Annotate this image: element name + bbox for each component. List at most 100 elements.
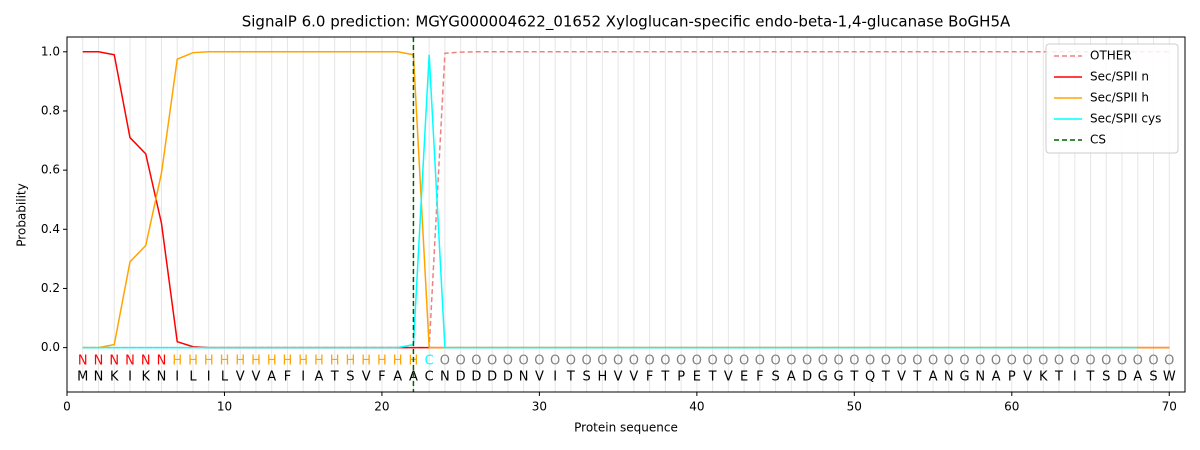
- region-label: O: [503, 354, 513, 369]
- residue: D: [456, 370, 466, 385]
- region-label: O: [959, 354, 969, 369]
- residue: T: [330, 370, 339, 385]
- residue: N: [157, 370, 167, 385]
- residue: V: [1023, 370, 1032, 385]
- residue: A: [992, 370, 1001, 385]
- residue: E: [693, 370, 701, 385]
- y-axis-label: Probability: [15, 183, 29, 246]
- residue: D: [1117, 370, 1127, 385]
- region-label: O: [471, 354, 481, 369]
- legend-label: Sec/SPII cys: [1090, 112, 1161, 126]
- x-tick-label: 60: [1004, 400, 1019, 414]
- residue: S: [583, 370, 591, 385]
- region-label: O: [1133, 354, 1143, 369]
- region-label: O: [629, 354, 639, 369]
- residue: G: [960, 370, 970, 385]
- region-label: O: [818, 354, 828, 369]
- region-label: O: [613, 354, 623, 369]
- region-label: O: [928, 354, 938, 369]
- region-label: O: [487, 354, 497, 369]
- residue: T: [1086, 370, 1095, 385]
- residue: T: [849, 370, 858, 385]
- region-label: O: [597, 354, 607, 369]
- legend-box: [1045, 43, 1179, 154]
- x-tick-label: 20: [374, 400, 389, 414]
- region-label: O: [645, 354, 655, 369]
- region-label: H: [330, 354, 340, 369]
- x-tick-label: 30: [532, 400, 547, 414]
- region-label: O: [912, 354, 922, 369]
- region-label: O: [519, 354, 529, 369]
- x-tick-label: 70: [1162, 400, 1177, 414]
- legend-label: Sec/SPII h: [1090, 91, 1149, 105]
- region-label: H: [393, 354, 403, 369]
- residue: T: [660, 370, 669, 385]
- region-label: O: [786, 354, 796, 369]
- residue: P: [677, 370, 685, 385]
- region-label: O: [1022, 354, 1032, 369]
- y-tick-label: 0.8: [41, 103, 60, 117]
- region-label: O: [534, 354, 544, 369]
- region-label: N: [109, 354, 119, 369]
- series-line: [82, 51, 1170, 349]
- series-line: [82, 51, 1170, 349]
- region-label: H: [283, 354, 293, 369]
- region-label: O: [1070, 354, 1080, 369]
- residue: L: [221, 370, 229, 385]
- region-label: H: [188, 354, 198, 369]
- region-label: O: [440, 354, 450, 369]
- region-label: O: [1085, 354, 1095, 369]
- residue: G: [834, 370, 844, 385]
- region-label: O: [755, 354, 765, 369]
- residue: A: [929, 370, 938, 385]
- residue: S: [1149, 370, 1157, 385]
- region-label: O: [881, 354, 891, 369]
- region-label: O: [582, 354, 592, 369]
- region-label: O: [1038, 354, 1048, 369]
- region-label: O: [849, 354, 859, 369]
- region-label: O: [1101, 354, 1111, 369]
- residue: W: [1163, 370, 1176, 385]
- residue: V: [614, 370, 623, 385]
- residue: N: [944, 370, 954, 385]
- region-label: N: [125, 354, 135, 369]
- residue: V: [236, 370, 245, 385]
- residue: S: [1102, 370, 1110, 385]
- residue: A: [314, 370, 323, 385]
- residue: N: [440, 370, 450, 385]
- region-label: O: [865, 354, 875, 369]
- residue: F: [646, 370, 653, 385]
- y-tick-label: 0.6: [41, 163, 60, 177]
- x-tick-label: 10: [217, 400, 232, 414]
- residue: D: [471, 370, 481, 385]
- region-label: O: [802, 354, 812, 369]
- region-label: O: [739, 354, 749, 369]
- residue: D: [802, 370, 812, 385]
- x-tick-label: 50: [847, 400, 862, 414]
- region-label: O: [566, 354, 576, 369]
- region-label: O: [991, 354, 1001, 369]
- residue: V: [252, 370, 261, 385]
- region-label: O: [1164, 354, 1174, 369]
- residue: V: [897, 370, 906, 385]
- region-label: O: [944, 354, 954, 369]
- plot-frame: [66, 36, 1186, 393]
- region-label: O: [1054, 354, 1064, 369]
- residue: C: [425, 370, 434, 385]
- residue: T: [912, 370, 921, 385]
- residue: I: [207, 370, 211, 385]
- region-label: H: [235, 354, 245, 369]
- x-axis-label: Protein sequence: [574, 421, 678, 435]
- region-label: N: [78, 354, 88, 369]
- residue: E: [740, 370, 748, 385]
- residue: V: [724, 370, 733, 385]
- residue: S: [346, 370, 354, 385]
- residue: I: [128, 370, 132, 385]
- region-label: O: [1117, 354, 1127, 369]
- residue: T: [566, 370, 575, 385]
- series-line: [82, 54, 1138, 349]
- legend-label: CS: [1090, 133, 1106, 147]
- legend-label: OTHER: [1090, 49, 1132, 63]
